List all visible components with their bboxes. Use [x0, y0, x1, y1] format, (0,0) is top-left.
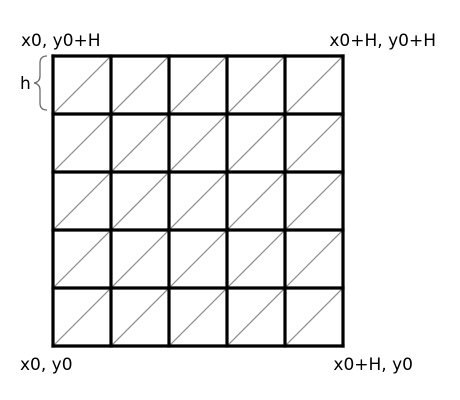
cell-diagonal: [226, 229, 286, 289]
cell-diagonal: [168, 55, 228, 115]
cell-diagonal: [52, 287, 112, 347]
cell-diagonal: [168, 113, 228, 173]
grid-lines: [51, 54, 345, 348]
cell-height-brace: [33, 55, 48, 111]
cell-diagonal: [110, 55, 170, 115]
cell-diagonal: [284, 287, 344, 347]
cell-diagonal: [110, 171, 170, 231]
cell-diagonal: [284, 171, 344, 231]
cell-diagonal: [52, 229, 112, 289]
cell-diagonal: [52, 55, 112, 115]
cell-diagonal: [52, 113, 112, 173]
cell-diagonal: [168, 171, 228, 231]
cell-diagonal: [110, 113, 170, 173]
cell-diagonal: [284, 55, 344, 115]
cell-diagonal: [226, 113, 286, 173]
cell-diagonal: [110, 287, 170, 347]
cell-diagonal: [168, 229, 228, 289]
cell-diagonal: [226, 287, 286, 347]
cell-diagonals: [52, 55, 344, 347]
corner-label-top-left: x0, y0+H: [21, 31, 101, 51]
cell-diagonal: [52, 171, 112, 231]
corner-label-top-right: x0+H, y0+H: [329, 31, 436, 51]
cell-diagonal: [110, 229, 170, 289]
cell-diagonal: [226, 171, 286, 231]
cell-diagonal: [168, 287, 228, 347]
cell-diagonal: [226, 55, 286, 115]
cell-height-label: h: [20, 74, 31, 94]
corner-label-bottom-right: x0+H, y0: [333, 355, 413, 375]
cell-diagonal: [284, 229, 344, 289]
corner-label-bottom-left: x0, y0: [20, 355, 73, 375]
cell-diagonal: [284, 113, 344, 173]
